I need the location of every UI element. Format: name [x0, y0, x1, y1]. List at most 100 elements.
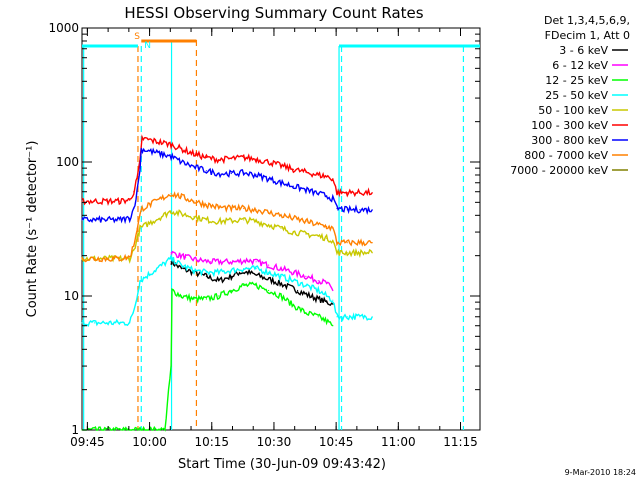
series-line-2: [81, 281, 334, 432]
legend-entry-7: 800 - 7000 keV: [524, 149, 608, 162]
series-5-point-4: [129, 199, 131, 201]
series-1-point-1: [185, 256, 187, 258]
series-3-point-3: [118, 322, 120, 324]
series-2-point-14: [193, 298, 195, 300]
series-7-point-15: [243, 207, 245, 210]
annotation-s: S: [134, 32, 140, 42]
series-7-point-1: [93, 258, 95, 260]
series-6-point-12: [205, 170, 207, 172]
series-7-point-8: [141, 207, 143, 210]
series-5-point-16: [255, 158, 257, 160]
legend-entry-0: 3 - 6 keV: [559, 44, 608, 57]
series-6-point-14: [230, 172, 232, 175]
series-6-point-9: [170, 155, 172, 158]
series-2-point-19: [255, 284, 257, 286]
series-4-point-15: [255, 220, 257, 223]
series-5-point-14: [230, 158, 232, 160]
series-7-point-26: [359, 242, 361, 244]
series-3: [81, 253, 373, 328]
series-line-1: [170, 250, 334, 291]
series-2-point-15: [205, 298, 207, 300]
series-5-point-6: [136, 178, 138, 180]
series-2-point-16: [218, 295, 220, 297]
series-3-point-0: [81, 322, 83, 324]
series-6-point-4: [129, 217, 131, 219]
series-4-point-24: [346, 252, 348, 254]
series-2: [81, 281, 334, 432]
series-0-point-6: [238, 271, 241, 273]
series-3-point-2: [106, 322, 108, 324]
series-3-point-1: [93, 322, 95, 324]
series-4-point-20: [317, 235, 319, 237]
series-7-point-16: [255, 209, 257, 211]
series-3-point-15: [243, 268, 245, 270]
series-5-point-1: [93, 200, 95, 202]
series-1-point-10: [292, 271, 294, 273]
series-2-point-23: [305, 312, 307, 314]
series-2-point-13: [180, 295, 183, 297]
series-7-point-4: [129, 256, 131, 258]
series-1-point-6: [247, 259, 249, 261]
series-3-point-16: [255, 268, 257, 270]
series-6-point-24: [336, 207, 338, 210]
y-tick-label-3: 1000: [48, 21, 79, 35]
series-3-point-10: [180, 264, 183, 266]
series-2-point-8: [147, 429, 149, 431]
series-1-point-7: [255, 261, 257, 263]
series-1-point-12: [317, 280, 319, 282]
series-3-point-24: [336, 316, 338, 318]
series-3-point-23: [332, 299, 334, 301]
series-6-point-22: [326, 195, 328, 197]
series-0: [170, 259, 334, 306]
series-5-point-26: [359, 192, 361, 194]
legend-entry-8: 7000 - 20000 keV: [510, 164, 608, 177]
series-3-point-19: [292, 280, 294, 282]
x-axis-label: Start Time (30-Jun-09 09:43:42): [178, 457, 386, 472]
series-2-point-10: [164, 429, 166, 431]
series-3-point-12: [205, 271, 207, 273]
series-7-point-17: [268, 211, 270, 214]
series-7-point-2: [106, 258, 108, 260]
series-7-point-19: [292, 217, 294, 219]
series-4-point-21: [326, 237, 328, 239]
legend: Det 1,3,4,5,6,9, FDecim 1, Att 0 3 - 6 keV…: [510, 14, 630, 177]
series-0-point-1: [180, 268, 183, 270]
series-3-point-4: [129, 322, 131, 324]
series-3-point-22: [326, 295, 328, 297]
series-1-point-3: [209, 261, 212, 263]
series-5-point-3: [118, 200, 120, 202]
series-0-point-14: [326, 301, 328, 303]
series-4-point-5: [133, 249, 135, 251]
legend-header-0: Det 1,3,4,5,6,9,: [544, 14, 630, 27]
series-0-point-5: [230, 275, 232, 277]
series-5-point-18: [280, 165, 282, 167]
series-3-point-9: [170, 258, 172, 260]
series-4-point-22: [332, 239, 334, 241]
legend-entry-1: 6 - 12 keV: [552, 59, 608, 72]
series-5-point-12: [205, 156, 207, 159]
series-7-point-22: [326, 225, 328, 228]
x-tick-label-4: 10:45: [319, 435, 354, 449]
series-5-point-19: [292, 168, 294, 170]
series-5-point-10: [180, 148, 183, 150]
series-5-point-13: [218, 159, 220, 161]
series-6-point-1: [93, 219, 95, 221]
series-6-point-15: [243, 172, 245, 174]
series-4-point-26: [371, 252, 373, 254]
series-3-point-25: [346, 316, 348, 318]
series-7-point-6: [136, 227, 138, 229]
series-6-point-7: [139, 167, 141, 169]
series-5-point-17: [268, 161, 270, 163]
series-3-point-14: [230, 269, 232, 272]
series-1-point-2: [197, 259, 199, 261]
series-1-point-8: [268, 264, 270, 266]
series-4-point-7: [139, 227, 141, 229]
series-6-point-8: [140, 148, 142, 150]
series-6-point-21: [317, 193, 319, 195]
series-2-point-9: [156, 429, 158, 431]
series-2-point-7: [139, 429, 141, 431]
series-3-point-11: [193, 269, 195, 272]
series-5-point-11: [193, 153, 195, 155]
